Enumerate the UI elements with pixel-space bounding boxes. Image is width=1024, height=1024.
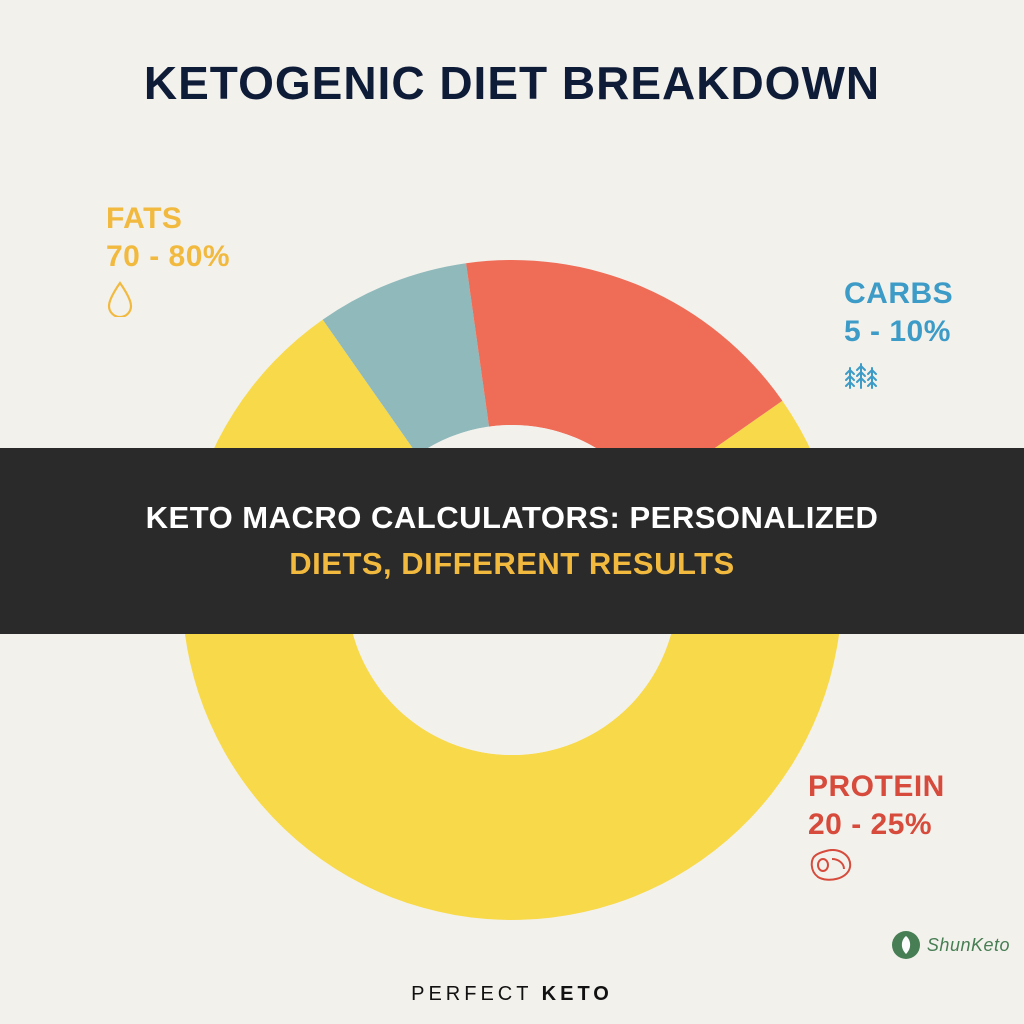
protein-range: 20 - 25%: [808, 806, 945, 844]
watermark-text: ShunKeto: [927, 935, 1010, 956]
carbs-name: CARBS: [844, 275, 953, 313]
carbs-label: CARBS 5 - 10%: [844, 275, 953, 400]
carbs-range: 5 - 10%: [844, 313, 953, 351]
headline-overlay: KETO MACRO CALCULATORS: PERSONALIZED DIE…: [0, 448, 1024, 634]
headline-text: KETO MACRO CALCULATORS: PERSONALIZED DIE…: [106, 495, 919, 588]
headline-line1: KETO MACRO CALCULATORS: PERSONALIZED: [146, 495, 879, 542]
brand-light: PERFECT: [411, 983, 532, 1005]
fats-range: 70 - 80%: [106, 238, 230, 276]
wheat-icon: [844, 356, 953, 400]
watermark: ShunKeto: [891, 930, 1010, 960]
fats-name: FATS: [106, 200, 230, 238]
headline-line2: DIETS, DIFFERENT RESULTS: [146, 541, 879, 588]
leaf-icon: [891, 930, 921, 960]
fats-label: FATS 70 - 80%: [106, 200, 230, 327]
drop-icon: [106, 281, 230, 327]
steak-icon: [808, 849, 945, 893]
infographic-root: KETOGENIC DIET BREAKDOWN FATS 70 - 80% C…: [0, 0, 1024, 1024]
protein-name: PROTEIN: [808, 768, 945, 806]
protein-label: PROTEIN 20 - 25%: [808, 768, 945, 893]
footer-brand: PERFECT KETO: [0, 983, 1024, 1006]
brand-bold: KETO: [542, 983, 613, 1005]
